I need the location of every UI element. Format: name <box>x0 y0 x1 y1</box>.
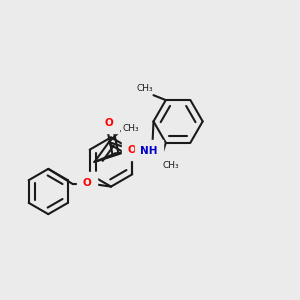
Text: CH₃: CH₃ <box>122 124 139 133</box>
Text: NH: NH <box>140 146 158 156</box>
Text: O: O <box>105 118 113 128</box>
Text: O: O <box>128 145 137 155</box>
Text: CH₃: CH₃ <box>162 161 179 170</box>
Text: O: O <box>83 178 92 188</box>
Text: CH₃: CH₃ <box>137 84 154 93</box>
